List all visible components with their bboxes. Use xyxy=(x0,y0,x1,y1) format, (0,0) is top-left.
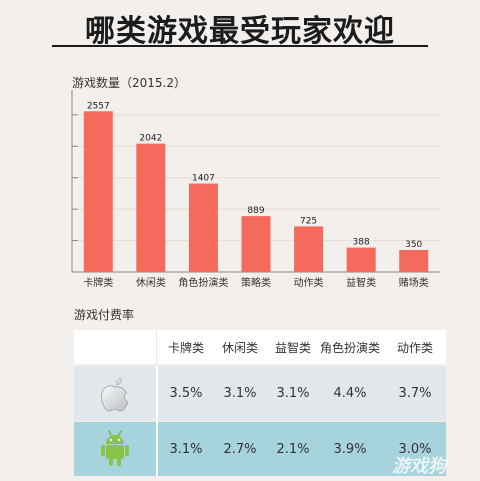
x-tick-label: 休闲类 xyxy=(136,276,166,289)
title-underline xyxy=(52,45,428,47)
x-tick-label: 益智类 xyxy=(346,276,376,289)
bar xyxy=(399,250,429,272)
apple-icon xyxy=(74,366,156,421)
x-tick-label: 角色扮演类 xyxy=(178,276,228,289)
table-header-row: 卡牌类 休闲类 益智类 角色扮演类 动作类 xyxy=(74,330,446,364)
payment-rate-table: 卡牌类 休闲类 益智类 角色扮演类 动作类 3.5% 3.1% 3.1% 4.4… xyxy=(74,330,446,476)
column-header: 休闲类 xyxy=(221,340,258,355)
table-cell: 3.0% xyxy=(398,441,432,457)
table-cell: 3.9% xyxy=(333,441,367,457)
table-cell: 4.4% xyxy=(333,386,367,401)
data-label: 1407 xyxy=(192,174,215,184)
data-label: 388 xyxy=(353,238,370,248)
column-divider xyxy=(156,422,158,476)
column-divider xyxy=(156,330,157,364)
column-header: 益智类 xyxy=(274,340,311,355)
table-row: 3.5% 3.1% 3.1% 4.4% 3.7% xyxy=(74,366,446,421)
watermark-logo: 游戏狗 xyxy=(392,456,446,477)
column-header: 角色扮演类 xyxy=(319,340,380,355)
payment-rate-title: 游戏付费率 xyxy=(74,308,135,322)
table-cell: 3.1% xyxy=(223,386,257,401)
bar xyxy=(188,183,218,272)
table-cell: 3.7% xyxy=(398,386,432,401)
bar xyxy=(294,226,324,272)
table-row: 3.1% 2.7% 2.1% 3.9% 3.0% xyxy=(74,422,446,476)
table-cell: 3.1% xyxy=(276,386,310,401)
android-icon xyxy=(74,422,156,476)
table-cell: 3.5% xyxy=(169,386,203,401)
column-header: 动作类 xyxy=(396,340,433,355)
bar xyxy=(136,143,166,272)
bar xyxy=(346,247,376,272)
x-tick-label: 策略类 xyxy=(241,276,271,289)
data-label: 350 xyxy=(405,240,422,250)
data-label: 2557 xyxy=(87,101,110,111)
chart-title: 游戏数量（2015.2） xyxy=(72,76,186,90)
bar xyxy=(241,216,271,272)
data-label: 2042 xyxy=(139,134,162,144)
column-header: 卡牌类 xyxy=(167,340,204,355)
table-corner-cell xyxy=(74,330,156,364)
table-cell: 2.1% xyxy=(276,441,310,457)
x-tick-label: 赌场类 xyxy=(399,276,429,289)
data-label: 725 xyxy=(300,216,317,226)
column-divider xyxy=(156,366,158,421)
x-tick-label: 卡牌类 xyxy=(83,276,113,289)
bar xyxy=(83,111,113,272)
table-cell: 3.1% xyxy=(169,441,203,457)
bar-chart: 2557 卡牌类 2042 休闲类 1407 角色扮演类 889 策略类 725 动作类 388 益智… xyxy=(71,90,440,289)
x-tick-label: 动作类 xyxy=(294,276,324,289)
page-title: 哪类游戏最受玩家欢迎 xyxy=(85,14,395,49)
table-cell: 2.7% xyxy=(223,441,257,457)
data-label: 889 xyxy=(247,206,264,216)
